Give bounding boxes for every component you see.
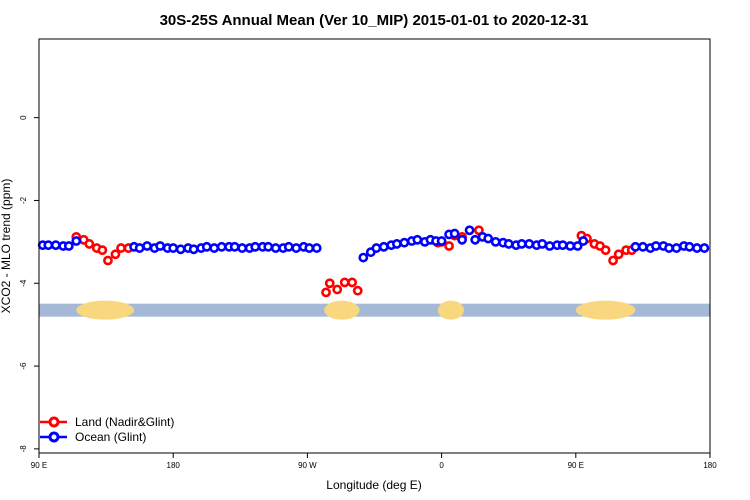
land-point [97,245,108,256]
ocean-point [651,241,661,251]
ocean-point [358,252,369,263]
ocean-point [250,241,261,252]
ocean-point [391,239,402,249]
x-tick-label: 180 [167,461,181,470]
y-axis-label: XCO2 - MLO trend (ppm) [0,179,13,314]
ocean-point [684,241,695,252]
ocean-point [71,236,82,246]
ocean-point [436,236,447,246]
y-tick-label: -4 [19,279,28,287]
legend-land-label: Land (Nadir&Glint) [75,415,174,429]
ocean-point [50,240,61,251]
ocean-point [175,244,186,255]
land-point [84,239,95,249]
ocean-point [263,241,274,252]
ocean-point [578,236,589,246]
ocean-point [378,241,389,252]
land-point [110,249,121,260]
ocean-point [483,233,494,244]
land-point [613,249,624,260]
ocean-point [209,243,220,253]
x-tick-label: 90 W [298,461,317,470]
land-point [116,243,126,253]
ocean-bar [39,303,710,317]
ocean-point [168,243,179,253]
ocean-point [638,241,648,252]
land-point [600,245,611,256]
land-point [332,284,343,295]
ocean-point [470,234,481,245]
x-tick-label: 90 E [31,461,47,470]
x-tick-label: 180 [703,461,717,470]
y-tick-label: 0 [19,115,28,120]
land-point [324,278,335,289]
ocean-point [304,243,315,253]
ocean-point [692,243,702,253]
ocean-point [565,241,576,251]
land-segment [575,300,636,320]
land-point [352,285,363,296]
ocean-point [142,241,153,251]
ocean-point [503,239,514,249]
y-tick-label: -8 [19,445,28,453]
ocean-point [216,241,227,252]
ocean-point [311,243,322,253]
ocean-point [270,243,281,253]
ocean-point [449,228,460,239]
ocean-point [63,241,74,251]
ocean-point [291,243,302,253]
y-tick-label: -2 [19,196,28,204]
ocean-point [630,241,641,252]
ocean-point [664,243,674,253]
ocean-point [671,243,682,253]
ocean-point [155,241,166,251]
y-tick-label: -6 [19,362,28,370]
ocean-point [371,243,382,253]
ocean-point [457,234,468,245]
ocean-point [188,244,199,255]
legend-land-marker [48,416,60,428]
plot-frame [38,38,711,454]
data-points [37,225,710,298]
ocean-point [537,239,548,249]
x-axis-label: Longitude (deg E) [326,478,421,492]
ocean-point [237,243,248,253]
chart-title: 30S-25S Annual Mean (Ver 10_MIP) 2015-01… [160,12,589,29]
land-segment [76,300,135,320]
ocean-point [557,240,568,251]
ocean-point [572,241,583,251]
land-point [339,277,350,288]
land-point [321,287,331,298]
ocean-point [699,243,710,253]
x-tick-label: 0 [439,461,444,470]
x-tick-label: 90 E [568,461,584,470]
ocean-point [464,225,475,236]
land-ocean-bar [39,300,710,320]
ocean-point [412,234,423,245]
ocean-point [229,241,240,252]
ocean-point [201,241,212,252]
legend: Land (Nadir&Glint) Ocean (Glint) [40,415,174,444]
legend-ocean-label: Ocean (Glint) [75,430,146,444]
ocean-point [544,241,555,251]
land-segment [437,300,464,320]
ocean-point [399,237,410,248]
land-point [608,255,618,266]
ocean-point [516,239,527,249]
legend-ocean-marker [48,431,60,443]
ocean-point [524,239,535,249]
land-segment [324,300,360,320]
axis-ticks: 90 E 180 90 W 0 90 E 180 0 -2 -4 -6 -8 [19,115,717,470]
ocean-point [283,241,294,252]
ocean-point [43,240,54,251]
land-point [444,241,454,251]
ocean-point [490,236,501,247]
land-point [103,255,113,266]
ocean-point [134,243,145,253]
land-point [347,277,358,288]
